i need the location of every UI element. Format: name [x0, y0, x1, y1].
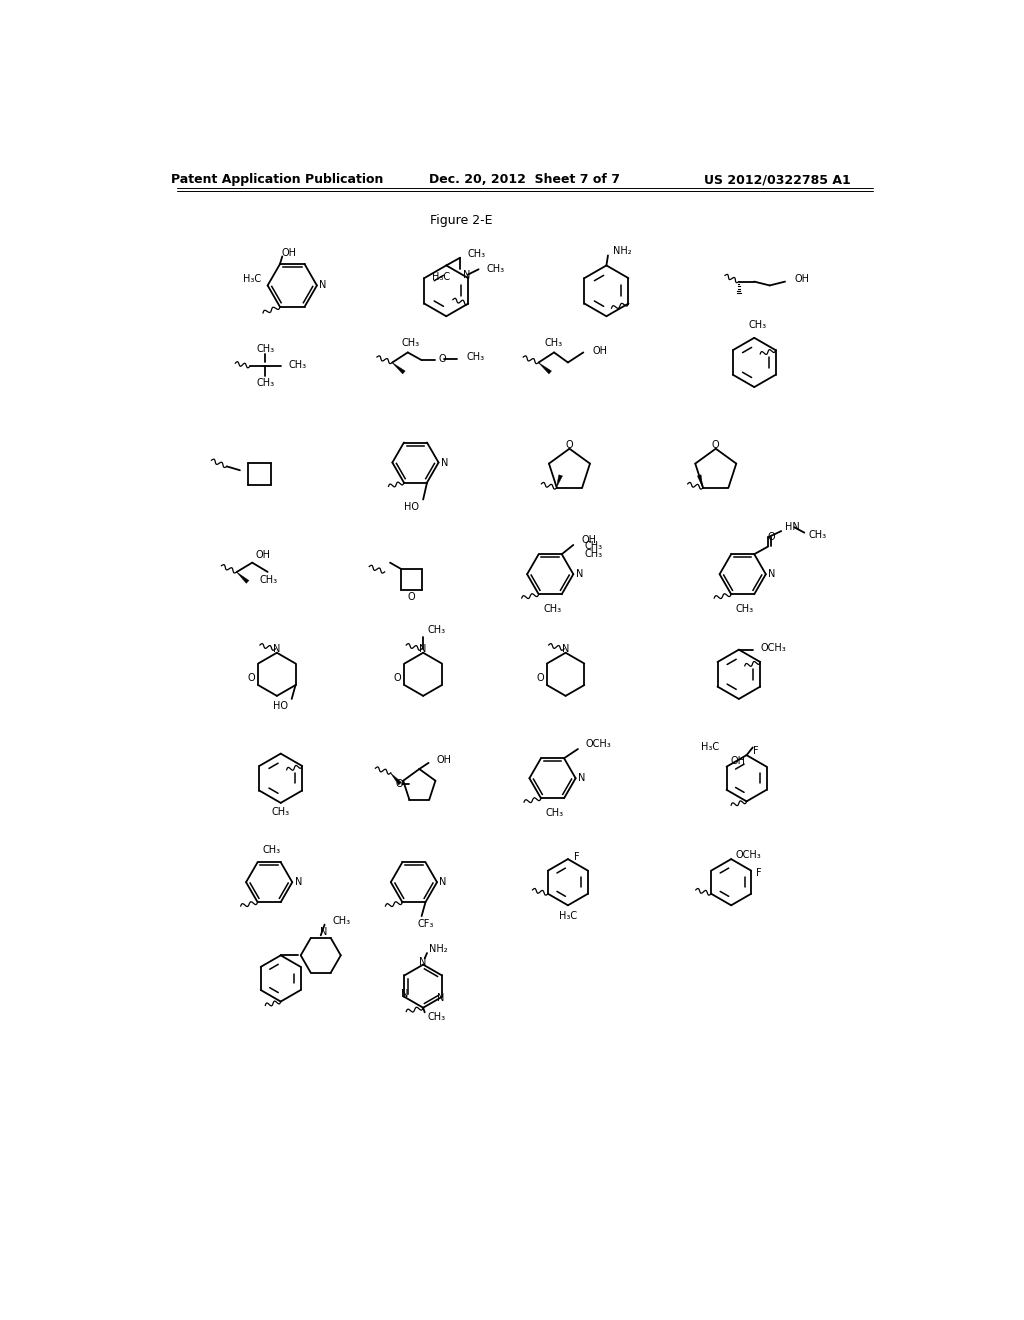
Text: CH₃: CH₃ — [546, 808, 564, 818]
Text: CH₃: CH₃ — [486, 264, 505, 275]
Text: CH₃: CH₃ — [427, 626, 445, 635]
Text: Figure 2-E: Figure 2-E — [430, 214, 493, 227]
Text: F: F — [574, 851, 580, 862]
Text: CH₃: CH₃ — [466, 352, 484, 362]
Text: CH₃: CH₃ — [427, 1012, 445, 1022]
Text: NH₂: NH₂ — [429, 944, 447, 954]
Text: OCH₃: OCH₃ — [586, 739, 611, 750]
Text: Patent Application Publication: Patent Application Publication — [171, 173, 383, 186]
Text: CF₃: CF₃ — [418, 919, 433, 929]
Text: CH₃: CH₃ — [545, 338, 563, 348]
Text: HO: HO — [404, 502, 419, 512]
Text: N: N — [400, 989, 409, 999]
Text: OH: OH — [436, 755, 452, 764]
Text: O: O — [395, 779, 403, 788]
Text: O: O — [248, 673, 255, 684]
Text: OH: OH — [581, 536, 596, 545]
Text: N: N — [439, 878, 446, 887]
Polygon shape — [392, 363, 406, 374]
Text: N: N — [579, 774, 586, 783]
Text: CH₃: CH₃ — [256, 379, 274, 388]
Text: H₃C: H₃C — [559, 911, 577, 921]
Text: OH: OH — [795, 275, 809, 284]
Text: Dec. 20, 2012  Sheet 7 of 7: Dec. 20, 2012 Sheet 7 of 7 — [429, 173, 621, 186]
Text: N: N — [321, 927, 328, 937]
Text: O: O — [438, 354, 446, 363]
Text: OH: OH — [282, 248, 297, 259]
Text: N: N — [562, 644, 569, 653]
Text: O: O — [408, 591, 416, 602]
Text: CH₃: CH₃ — [256, 345, 274, 354]
Text: O: O — [394, 673, 401, 684]
Text: N: N — [420, 644, 427, 653]
Text: OH: OH — [593, 346, 607, 356]
Text: N: N — [436, 994, 444, 1003]
Text: NH₂: NH₂ — [612, 246, 631, 256]
Text: US 2012/0322785 A1: US 2012/0322785 A1 — [703, 173, 851, 186]
Text: H₃C: H₃C — [432, 272, 451, 282]
Text: OH: OH — [255, 550, 270, 560]
Text: —: — — [260, 362, 270, 371]
Text: O: O — [712, 440, 720, 450]
Text: OH: OH — [730, 755, 745, 766]
Text: CH₃: CH₃ — [749, 321, 766, 330]
Text: F: F — [753, 746, 759, 756]
Text: N: N — [768, 569, 775, 579]
Text: N: N — [319, 280, 327, 290]
Text: OCH₃: OCH₃ — [761, 643, 786, 653]
Text: CH₃: CH₃ — [333, 916, 350, 925]
Text: F: F — [756, 869, 762, 878]
Text: CH₃: CH₃ — [289, 360, 306, 370]
Text: O: O — [565, 440, 573, 450]
Text: CH₃: CH₃ — [468, 249, 486, 259]
Text: N: N — [273, 644, 281, 653]
Polygon shape — [237, 572, 249, 583]
Text: O: O — [537, 673, 544, 684]
Text: CH₃: CH₃ — [585, 541, 603, 552]
Text: N: N — [441, 458, 449, 467]
Text: CH₃: CH₃ — [736, 603, 754, 614]
Text: N: N — [463, 269, 471, 280]
Text: H₃C: H₃C — [701, 742, 720, 752]
Text: CH₃: CH₃ — [262, 845, 281, 855]
Text: OCH₃: OCH₃ — [736, 850, 762, 861]
Text: CH₃: CH₃ — [544, 603, 561, 614]
Text: N: N — [575, 569, 583, 579]
Text: CH₃: CH₃ — [585, 549, 603, 560]
Text: N: N — [295, 878, 302, 887]
Text: N: N — [420, 957, 427, 966]
Text: H₃C: H₃C — [244, 275, 261, 284]
Text: CH₃: CH₃ — [271, 807, 290, 817]
Text: HO: HO — [272, 701, 288, 711]
Text: CH₃: CH₃ — [401, 338, 420, 348]
Text: CH₃: CH₃ — [808, 529, 826, 540]
Text: HN: HN — [785, 523, 800, 532]
Polygon shape — [697, 475, 702, 487]
Polygon shape — [556, 475, 562, 487]
Text: CH₃: CH₃ — [260, 576, 279, 585]
Text: O: O — [767, 532, 775, 543]
Polygon shape — [390, 774, 401, 785]
Polygon shape — [539, 363, 552, 374]
